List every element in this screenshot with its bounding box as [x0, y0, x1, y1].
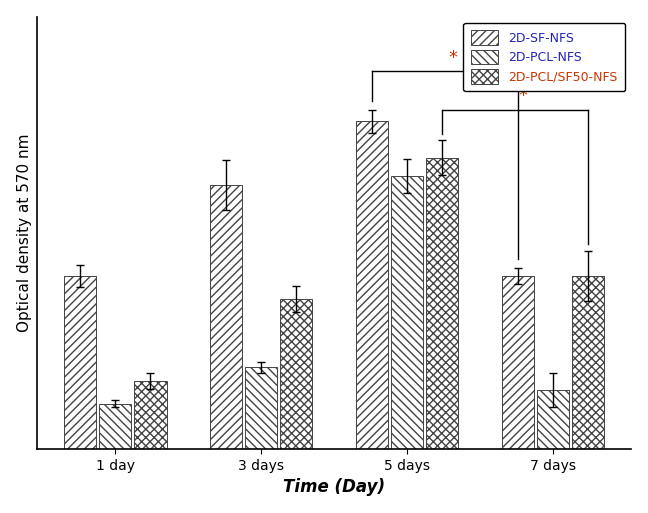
Text: *: *: [518, 87, 527, 105]
X-axis label: Time (Day): Time (Day): [283, 478, 386, 497]
Bar: [280, 299, 312, 449]
Text: *: *: [448, 49, 457, 67]
Bar: [502, 276, 535, 449]
Bar: [64, 276, 97, 449]
Bar: [134, 381, 167, 449]
Bar: [99, 404, 132, 449]
Bar: [426, 158, 458, 449]
Bar: [210, 185, 242, 449]
Bar: [572, 276, 605, 449]
Y-axis label: Optical density at 570 nm: Optical density at 570 nm: [17, 133, 32, 332]
Legend: 2D-SF-NFS, 2D-PCL-NFS, 2D-PCL/SF50-NFS: 2D-SF-NFS, 2D-PCL-NFS, 2D-PCL/SF50-NFS: [463, 23, 625, 91]
Bar: [391, 176, 423, 449]
Bar: [245, 367, 277, 449]
Bar: [537, 390, 570, 449]
Bar: [356, 122, 388, 449]
